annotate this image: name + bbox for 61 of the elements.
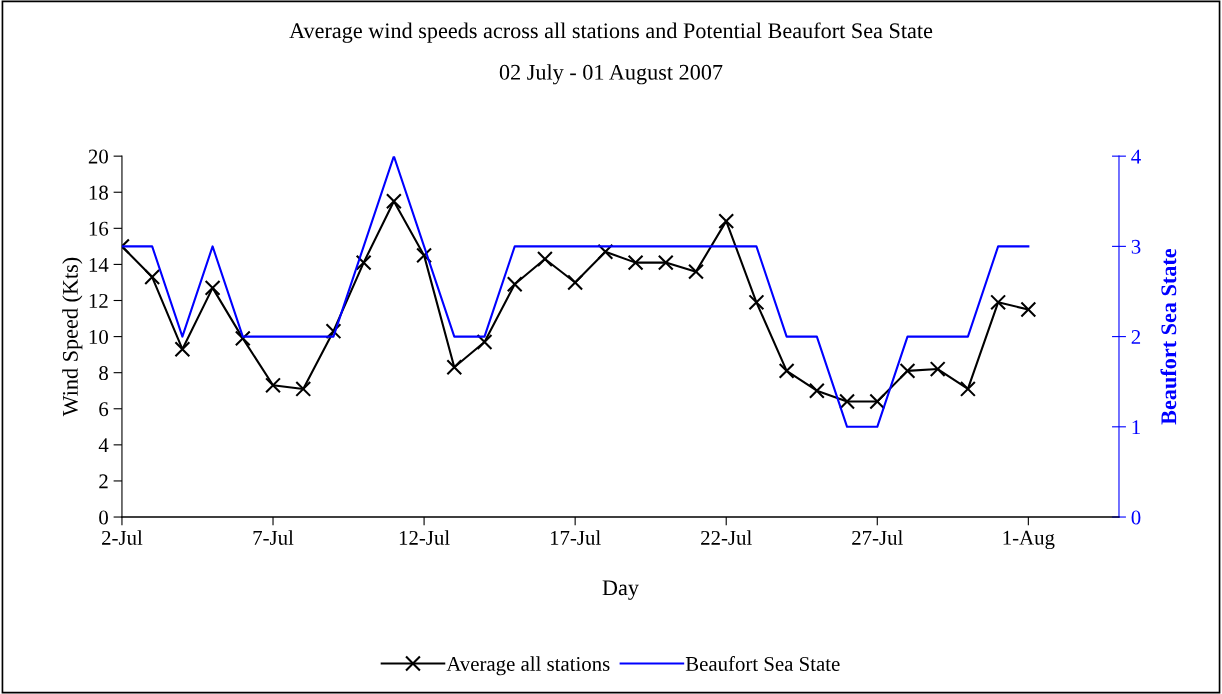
- x-tick-label: 2-Jul: [102, 530, 143, 545]
- y2-axis-title: Beaufort Sea State: [1160, 248, 1177, 425]
- y-tick-label: 6: [99, 402, 109, 417]
- point: [416, 247, 433, 264]
- point: [325, 323, 342, 340]
- point: [778, 362, 795, 379]
- y-tick-label: 18: [89, 185, 108, 200]
- y2-tick-label: 2: [1131, 330, 1141, 344]
- y-tick-label: 0: [99, 510, 108, 525]
- point: [748, 294, 765, 311]
- point: [385, 193, 402, 210]
- point: [597, 243, 614, 260]
- y-tick-label: 12: [89, 293, 108, 308]
- point: [899, 362, 916, 379]
- point: [265, 377, 282, 394]
- x-axis-title: Day: [602, 580, 639, 600]
- legend-label: Average all stations: [446, 656, 610, 676]
- point: [688, 263, 704, 280]
- y2-tick-label: 0: [1131, 510, 1141, 525]
- x-tick-label: 7-Jul: [253, 530, 294, 545]
- point: [718, 213, 735, 230]
- point: [355, 254, 372, 271]
- x-tick-label: 27-Jul: [852, 530, 903, 545]
- y-tick-label: 2: [99, 474, 108, 489]
- point: [204, 279, 221, 296]
- point: [1020, 301, 1037, 318]
- point: [567, 274, 584, 291]
- point: [476, 334, 493, 350]
- point: [446, 359, 463, 376]
- point: [144, 269, 161, 286]
- point: [929, 361, 946, 378]
- point: [295, 380, 312, 397]
- x-tick-label: 1-Aug: [1003, 530, 1055, 550]
- y2-tick-label: 3: [1131, 239, 1141, 254]
- chart-title: Average wind speeds across all stations and Potential Beaufort Sea State: [289, 22, 933, 43]
- point: [234, 330, 251, 347]
- point: [808, 382, 825, 399]
- point: [174, 341, 191, 358]
- point: [657, 254, 674, 271]
- legend-label: Beaufort Sea State: [685, 656, 840, 671]
- point: [536, 251, 553, 267]
- point: [869, 393, 886, 410]
- line-series: [121, 156, 1030, 428]
- y-tick-label: 16: [89, 221, 109, 236]
- point: [627, 254, 644, 271]
- y-tick-label: 14: [89, 257, 109, 272]
- x-tick-label: 22-Jul: [701, 530, 752, 545]
- y-tick-label: 20: [88, 149, 108, 164]
- y-tick-label: 8: [99, 366, 108, 381]
- y2-tick-label: 1: [1132, 420, 1140, 435]
- point: [506, 276, 523, 293]
- y-tick-label: 4: [98, 438, 109, 453]
- y-axis-title: Wind Speed (Kts): [62, 257, 83, 417]
- point: [839, 393, 856, 410]
- x-tick-label: 12-Jul: [399, 530, 450, 545]
- point: [990, 294, 1007, 311]
- y-tick-label: 10: [89, 329, 108, 345]
- point: [959, 380, 976, 397]
- x-tick-label: 17-Jul: [550, 530, 601, 545]
- y2-tick-label: 4: [1131, 149, 1141, 164]
- chart-subtitle: 02 July - 01 August 2007: [499, 64, 723, 85]
